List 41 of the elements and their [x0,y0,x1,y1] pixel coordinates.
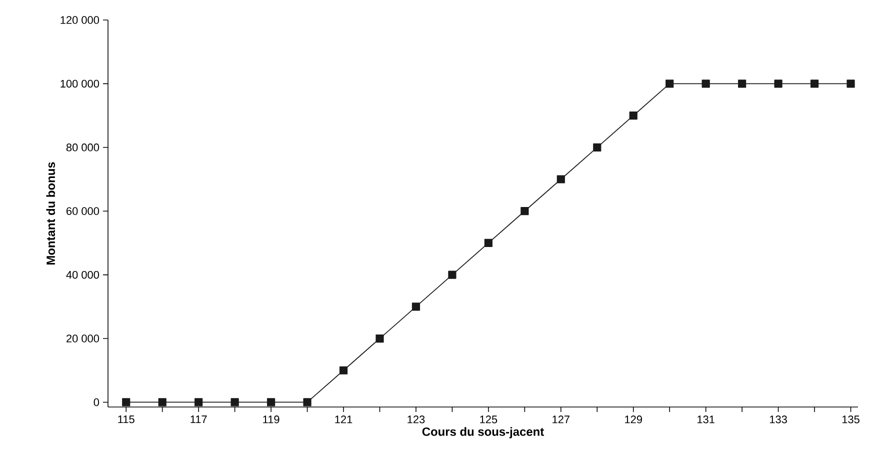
point [846,80,855,88]
x-axis-title: Cours du sous-jacent [422,427,544,438]
y-tick-label: 20 000 [66,334,100,342]
point [266,398,276,406]
point [702,80,710,88]
x-tick-label: 119 [263,416,280,424]
point [593,143,602,152]
x-tick-label: 131 [698,416,714,424]
y-axis-title: Montant du bonus [46,162,56,264]
point [376,334,384,343]
point [122,398,130,406]
point [810,80,819,88]
point [158,398,166,406]
x-tick-label: 133 [770,416,787,424]
point [194,398,203,406]
x-tick-label: 121 [335,416,352,424]
point [556,175,565,184]
y-tick-label: 40 000 [66,270,100,279]
x-tick-label: 115 [118,416,134,424]
x-tick-label: 125 [480,416,498,424]
x-tick-label: 135 [842,416,860,424]
y-tick-label: 100 000 [60,80,100,88]
point [666,80,674,88]
x-tick-label: 127 [552,416,570,424]
point [738,80,746,88]
point [303,398,312,406]
y-tick-label: 60 000 [66,207,100,215]
x-tick-label: 123 [408,416,425,424]
point [629,112,638,120]
point [448,270,456,279]
point [774,80,782,88]
y-tick-label: 80 000 [66,144,100,152]
y-tick-label: 120 000 [60,16,100,24]
y-tick-label: 0 [94,398,100,406]
point [339,366,348,374]
point [230,398,239,406]
point [520,207,529,216]
x-tick-label: 117 [190,416,207,424]
point [484,238,492,248]
point [412,302,420,311]
x-tick-label: 129 [625,416,642,424]
